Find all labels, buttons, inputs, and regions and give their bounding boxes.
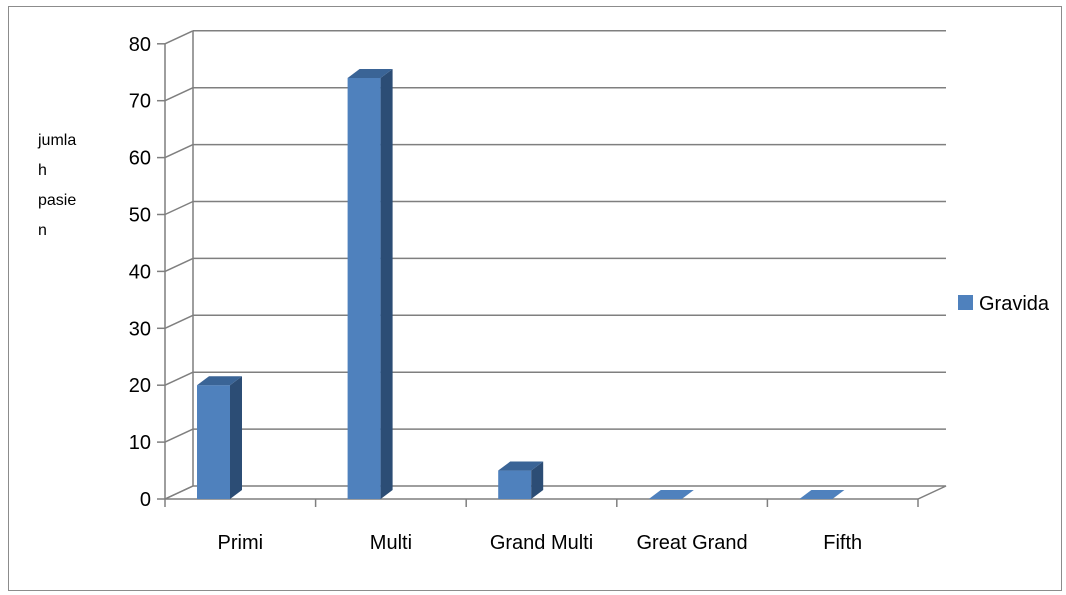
bar-top [799,490,845,499]
wall-connector [164,314,194,329]
legend: Gravida [958,293,1050,315]
category-label: Great Grand [637,532,748,554]
bar-top [347,68,393,78]
category-labels: Primi Multi Grand Multi Great Grand Fifth [218,532,863,554]
bar-front [498,470,532,499]
y-axis-label-line-2: h [38,162,47,179]
bar-top [197,376,242,386]
bar-side [531,461,544,499]
y-tick-label: 30 [129,318,151,340]
y-axis-label-line-3: pasie [38,192,76,209]
y-tick-label: 20 [129,375,151,397]
legend-swatch-gravida [958,295,973,310]
bar-side [380,68,393,499]
wall-connector [164,87,194,102]
y-axis-label-line-1: jumla [37,132,76,149]
bar-top [648,490,694,499]
category-label: Primi [218,532,264,554]
bar-great-grand [648,490,694,499]
category-label: Grand Multi [490,532,593,554]
axes [157,30,947,507]
y-tick-label: 60 [129,148,151,170]
bar-front [197,385,230,499]
y-tick-label: 40 [129,261,151,283]
y-tick-label: 0 [140,489,151,511]
gridlines [164,30,946,500]
y-tick-label: 10 [129,432,151,454]
bar-fifth [799,490,845,499]
wall-connector [164,371,194,386]
category-label: Fifth [823,532,862,554]
bar-primi [197,376,242,499]
legend-label-gravida: Gravida [979,293,1050,315]
wall-connector [164,143,194,159]
y-tick-labels: 0 10 20 30 40 50 60 70 80 [129,34,151,511]
wall-connector [164,200,194,216]
bar-front [347,77,381,499]
bars [197,68,845,499]
bar-side [230,376,242,499]
wall-connector [164,428,194,443]
bar-top [498,461,544,471]
y-tick-label: 80 [129,34,151,56]
category-label: Multi [370,532,412,554]
y-axis-label-line-4: n [38,222,47,239]
wall-connector [164,257,194,273]
y-tick-label: 50 [129,205,151,227]
bar-multi [347,68,393,499]
y-axis-label: jumla h pasie n [37,132,76,239]
bar-grand-multi [498,461,544,499]
y-tick-label: 70 [129,91,151,113]
wall-connector [164,30,194,45]
